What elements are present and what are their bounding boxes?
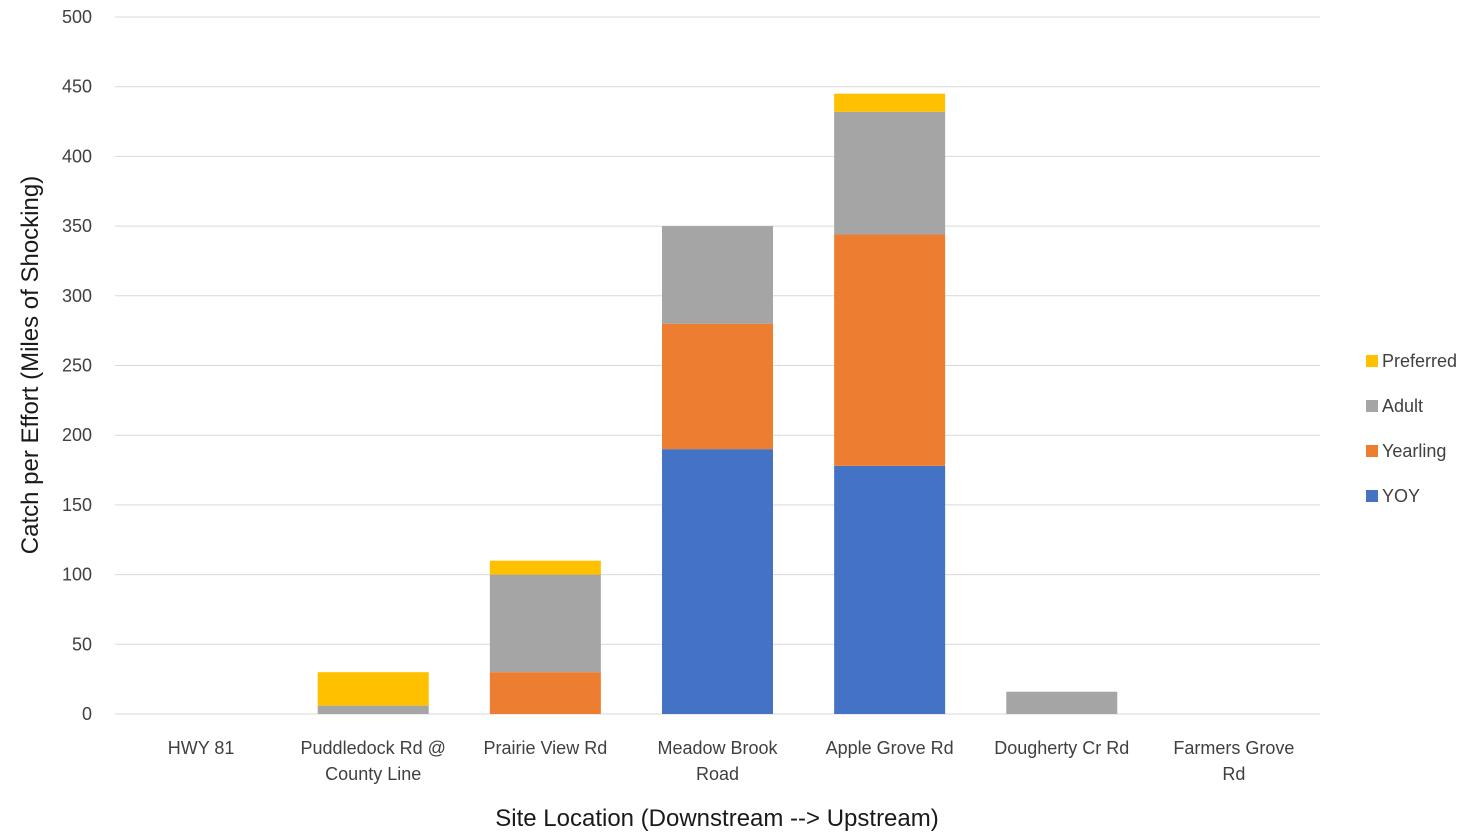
legend-item-adult: Adult: [1366, 396, 1423, 416]
x-category-label: Puddledock Rd @ County Line: [301, 738, 446, 784]
y-tick-label: 150: [62, 495, 92, 515]
bar-segment-yoy: [662, 449, 773, 714]
legend-item-preferred: Preferred: [1366, 351, 1457, 371]
legend-label: YOY: [1382, 486, 1420, 506]
x-axis-title: Site Location (Downstream --> Upstream): [495, 805, 938, 832]
x-category-label: HWY 81: [168, 738, 235, 758]
y-axis-ticks: 0 50 100 150 200 250 300 350 400 450 500: [62, 7, 92, 724]
bar-segment-adult: [489, 574, 601, 673]
legend: Preferred Adult Yearling YOY: [1366, 351, 1457, 506]
bar-segment-adult: [1006, 691, 1118, 714]
bar-segment-adult: [834, 111, 946, 235]
y-tick-label: 200: [62, 425, 92, 445]
bar-segment-yoy: [834, 465, 946, 714]
bar-segment-adult: [317, 705, 429, 714]
y-tick-label: 450: [62, 77, 92, 97]
bar-segment-preferred: [317, 672, 429, 706]
bar-segment-yearling: [489, 672, 601, 714]
legend-label: Adult: [1382, 396, 1423, 416]
legend-item-yearling: Yearling: [1366, 441, 1446, 461]
bar-segment-yearling: [834, 234, 946, 466]
bar-segment-preferred: [489, 560, 601, 575]
y-tick-label: 400: [62, 146, 92, 166]
legend-label: Preferred: [1382, 351, 1457, 371]
bar-segment-yearling: [662, 323, 773, 450]
legend-item-yoy: YOY: [1366, 486, 1420, 506]
y-tick-label: 100: [62, 565, 92, 585]
x-category-label: Dougherty Cr Rd: [994, 738, 1129, 758]
legend-swatch: [1366, 445, 1378, 457]
y-tick-label: 50: [72, 634, 92, 654]
legend-label: Yearling: [1382, 441, 1446, 461]
bars: [317, 93, 1118, 714]
y-tick-label: 500: [62, 7, 92, 27]
x-category-label: Farmers Grove Rd: [1173, 738, 1294, 784]
bar-segment-adult: [662, 226, 773, 324]
legend-swatch: [1366, 400, 1378, 412]
x-category-label: Apple Grove Rd: [826, 738, 954, 758]
y-tick-label: 300: [62, 286, 92, 306]
y-tick-label: 250: [62, 356, 92, 376]
bar-segment-preferred: [834, 93, 946, 112]
legend-swatch: [1366, 490, 1378, 502]
y-axis-title: Catch per Effort (Miles of Shocking): [17, 176, 44, 554]
x-axis-categories: HWY 81 Puddledock Rd @ County Line Prairie …: [168, 738, 1295, 784]
legend-swatch: [1366, 355, 1378, 367]
x-category-label: Meadow Brook Road: [657, 738, 778, 784]
x-category-label: Prairie View Rd: [483, 738, 607, 758]
y-tick-label: 350: [62, 216, 92, 236]
y-tick-label: 0: [82, 704, 92, 724]
